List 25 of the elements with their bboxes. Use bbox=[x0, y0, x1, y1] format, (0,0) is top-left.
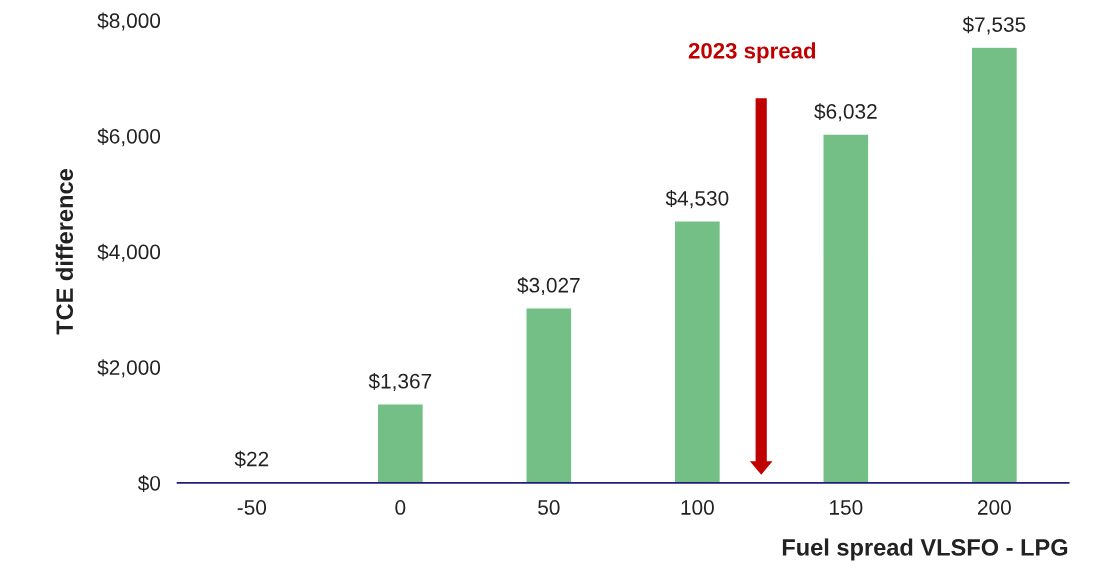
data-label: $4,530 bbox=[665, 190, 729, 209]
x-tick-label: 150 bbox=[830, 500, 863, 515]
x-tick-label: 50 bbox=[538, 500, 560, 515]
data-label: $6,032 bbox=[814, 103, 877, 122]
data-label: $3,027 bbox=[517, 276, 580, 296]
bar bbox=[970, 46, 1019, 483]
data-label: $7,535 bbox=[962, 16, 1026, 35]
y-axis-title: TCE difference bbox=[55, 169, 74, 335]
data-label: $1,367 bbox=[368, 372, 432, 392]
x-tick-label: 0 bbox=[395, 500, 406, 515]
bar bbox=[376, 403, 425, 483]
y-tick-label: $2,000 bbox=[97, 359, 161, 378]
data-label: $22 bbox=[234, 450, 269, 468]
y-tick-label: $0 bbox=[137, 475, 161, 492]
y-tick-label: $4,000 bbox=[97, 243, 161, 262]
x-tick-label: 100 bbox=[681, 500, 714, 515]
y-tick-label: $6,000 bbox=[97, 128, 161, 147]
annotation: 2023 spread bbox=[688, 42, 816, 64]
y-tick-label: $8,000 bbox=[97, 12, 161, 31]
x-tick-label: -50 bbox=[237, 500, 267, 515]
bar bbox=[822, 133, 870, 483]
x-tick-label: 200 bbox=[978, 500, 1011, 515]
bar bbox=[525, 307, 573, 483]
bar bbox=[673, 220, 722, 483]
x-axis-title: Fuel spread VLSFO - LPG bbox=[782, 538, 1068, 561]
